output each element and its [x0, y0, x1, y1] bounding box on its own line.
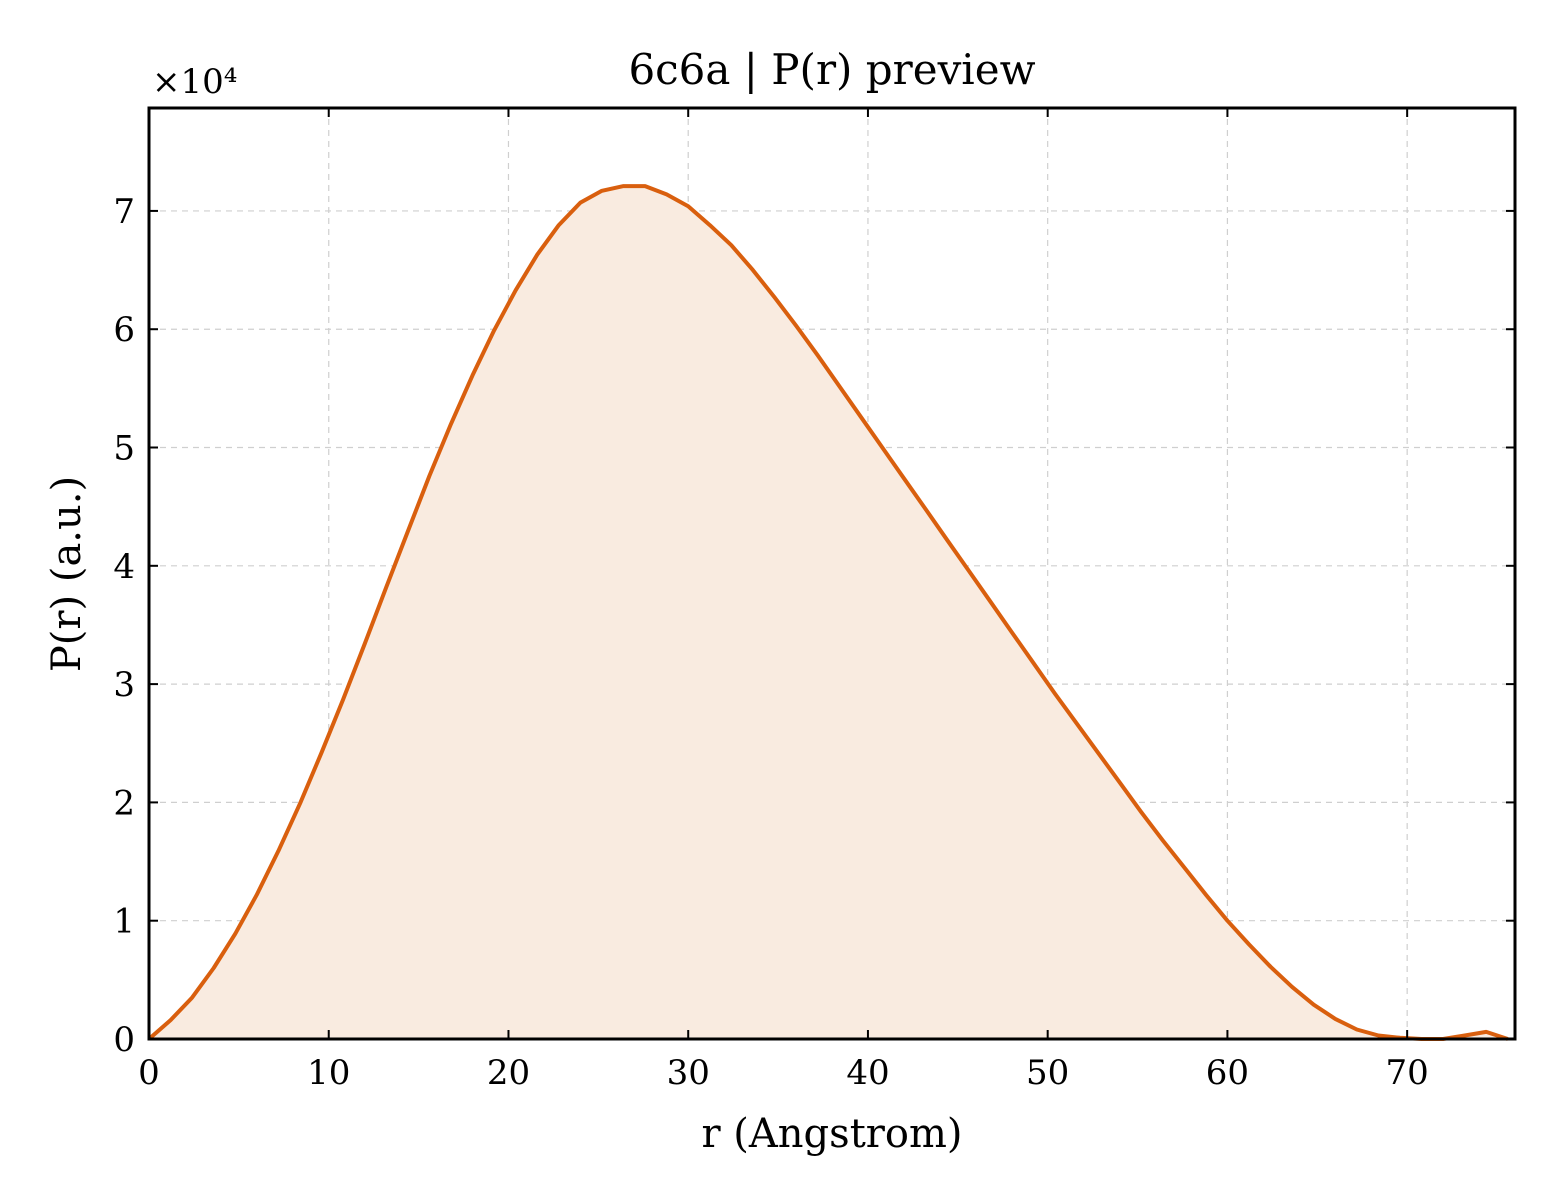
x-tick-label: 10: [307, 1053, 350, 1093]
x-tick-label: 60: [1206, 1053, 1249, 1093]
y-tick-label: 5: [113, 429, 135, 469]
chart-title: 6c6a | P(r) preview: [628, 45, 1035, 94]
pr-series-line: [147, 184, 1509, 1041]
x-tick-label: 20: [487, 1053, 530, 1093]
y-axis-multiplier: ×10⁴: [152, 62, 237, 102]
pr-area-fill: [149, 186, 1508, 1040]
x-tick-label: 50: [1026, 1053, 1069, 1093]
x-tick-label: 70: [1386, 1053, 1429, 1093]
y-tick-labels: 0 1 2 3 4 5 6 7: [113, 192, 135, 1060]
plot-frame: [147, 106, 1517, 1041]
x-tick-label: 40: [846, 1053, 889, 1093]
y-tick-label: 7: [113, 192, 135, 232]
y-tick-label: 0: [113, 1020, 135, 1060]
x-tick-label: 30: [667, 1053, 710, 1093]
y-axis-label: P(r) (a.u.): [44, 476, 90, 672]
x-tick-label: 0: [138, 1053, 160, 1093]
x-tick-labels: 0 10 20 30 40 50 60 70: [138, 1053, 1429, 1093]
y-tick-label: 2: [113, 783, 135, 823]
y-tick-label: 3: [113, 665, 135, 705]
y-tick-label: 4: [113, 547, 135, 587]
y-tick-label: 6: [113, 310, 135, 350]
x-axis-label: r (Angstrom): [701, 1111, 962, 1157]
y-tick-label: 1: [113, 902, 135, 942]
